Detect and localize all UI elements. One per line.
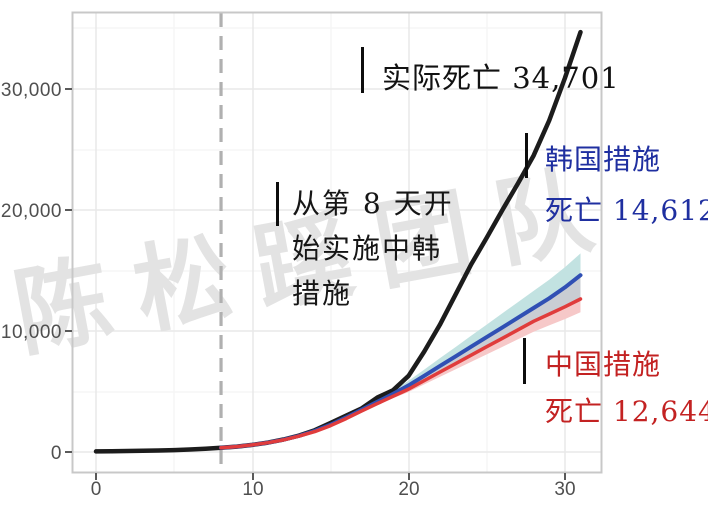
actual-annotation-tick xyxy=(361,47,364,93)
intervention-note-line3: 措施 xyxy=(292,277,353,310)
y-tick-30000: 30,000 xyxy=(0,80,62,101)
korea-measures-line2: 死亡 14,612 xyxy=(545,194,708,227)
china-measures-label: 中国措施 死亡 12,644 xyxy=(545,341,708,435)
intervention-note: 从第 8 天开 始实施中韩 措施 xyxy=(292,181,454,316)
x-tick-20: 20 xyxy=(398,479,420,500)
x-tick-10: 10 xyxy=(242,479,264,500)
china-annotation-tick xyxy=(523,338,526,384)
panel-border xyxy=(71,11,603,474)
intervention-note-line2: 始实施中韩 xyxy=(292,232,443,265)
china-measures-line2: 死亡 12,644 xyxy=(545,395,708,428)
korea-measures-line1: 韩国措施 xyxy=(545,143,662,176)
中国措施 (China measures)-line xyxy=(219,297,583,450)
x-tick-0: 0 xyxy=(90,479,102,500)
y-tick-20000: 20,000 xyxy=(0,201,62,222)
axis-tick-marks xyxy=(65,88,566,480)
korea-measures-label: 韩国措施 死亡 14,612 xyxy=(545,134,708,236)
y-tick-10000: 10,000 xyxy=(0,322,62,343)
note-annotation-tick xyxy=(276,182,279,226)
intervention-note-line1: 从第 8 天开 xyxy=(292,187,454,220)
korea-annotation-tick xyxy=(525,133,528,178)
china-measures-line1: 中国措施 xyxy=(545,348,662,381)
minor-gridlines xyxy=(73,13,601,472)
series-lines xyxy=(93,29,583,454)
actual-deaths-label: 实际死亡 34,701 xyxy=(382,61,620,95)
x-tick-30: 30 xyxy=(554,479,576,500)
y-tick-0: 0 xyxy=(50,443,62,464)
